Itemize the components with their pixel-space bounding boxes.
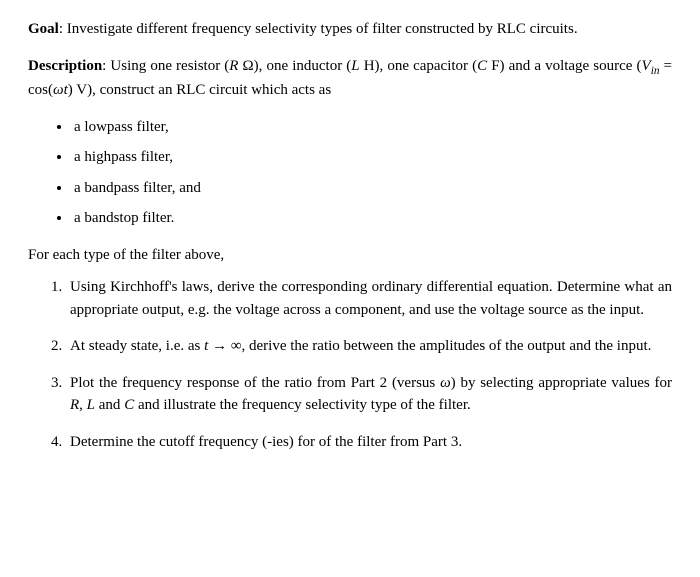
var-l: L [87, 397, 95, 413]
var-c: C [124, 397, 134, 413]
list-item: a highpass filter, [72, 146, 672, 169]
list-item: Using Kirchhoff's laws, derive the corre… [66, 276, 672, 321]
steps-list: Using Kirchhoff's laws, derive the corre… [28, 276, 672, 453]
for-each-text: For each type of the filter above, [28, 244, 672, 267]
var-c: C [477, 58, 487, 74]
description-paragraph: Description: Using one resistor (R Ω), o… [28, 55, 672, 102]
text-close: ) V), construct an RLC circuit which act… [68, 82, 331, 98]
list-item: a bandpass filter, and [72, 177, 672, 200]
list-item: a lowpass filter, [72, 116, 672, 139]
step3-a: Plot the frequency response of the ratio… [70, 375, 440, 391]
text-ohm: Ω), one inductor ( [238, 58, 351, 74]
list-item: Determine the cutoff frequency (-ies) fo… [66, 431, 672, 454]
list-item: a bandstop filter. [72, 207, 672, 230]
description-prefix: : Using one resistor ( [102, 58, 229, 74]
goal-paragraph: Goal: Investigate different frequency se… [28, 18, 672, 41]
var-omega: ω [53, 82, 64, 98]
var-omega: ω [440, 375, 451, 391]
step2-prefix: At steady state, i.e. as [70, 338, 204, 354]
step3-c2: and [95, 397, 124, 413]
step3-end: and illustrate the frequency selectivity… [134, 397, 471, 413]
step3-c1: , [79, 397, 87, 413]
list-item: Plot the frequency response of the ratio… [66, 372, 672, 417]
step2-suffix: → ∞, derive the ratio between the amplit… [208, 338, 651, 354]
step3-b: ) by selecting appropriate values for [451, 375, 672, 391]
list-item: At steady state, i.e. as t → ∞, derive t… [66, 335, 672, 358]
text-h: H), one capacitor ( [360, 58, 477, 74]
text-f: F) and a voltage source ( [487, 58, 641, 74]
description-label: Description [28, 58, 102, 74]
var-vin: V [642, 58, 651, 74]
var-l: L [351, 58, 359, 74]
document-page: Goal: Investigate different frequency se… [0, 0, 700, 485]
filter-type-list: a lowpass filter, a highpass filter, a b… [28, 116, 672, 230]
goal-text: : Investigate different frequency select… [59, 21, 578, 37]
goal-label: Goal [28, 21, 59, 37]
var-r: R [70, 397, 79, 413]
